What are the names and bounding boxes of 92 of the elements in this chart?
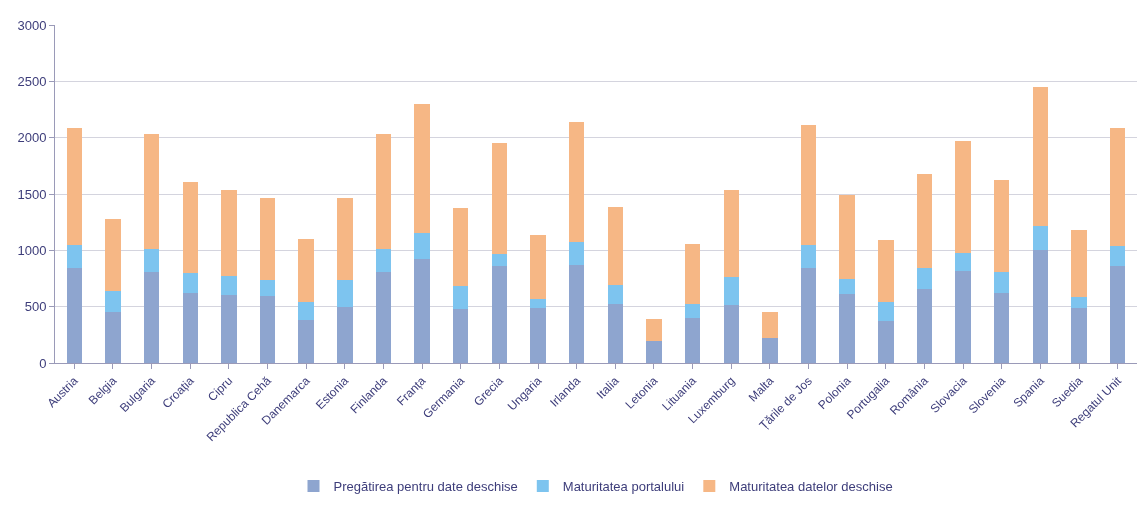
bar <box>723 190 739 277</box>
bar <box>143 134 160 249</box>
bar <box>182 181 198 273</box>
bar <box>66 127 83 246</box>
bar <box>1071 308 1087 363</box>
bar <box>414 103 430 234</box>
bar <box>916 173 933 269</box>
bar <box>414 233 430 260</box>
bar <box>839 279 855 294</box>
bar <box>491 266 508 363</box>
bar <box>182 272 198 294</box>
bar <box>1032 86 1049 226</box>
bar <box>414 259 430 363</box>
bar <box>259 295 276 363</box>
bar <box>955 252 971 271</box>
bar <box>143 248 160 272</box>
bar <box>1032 250 1049 363</box>
bar <box>337 280 353 307</box>
bar <box>105 219 121 291</box>
bar <box>530 298 546 309</box>
bar <box>298 320 314 363</box>
legend-label: Pregătirea pentru date deschise <box>333 479 518 495</box>
bar <box>1071 230 1087 298</box>
bar <box>916 288 933 363</box>
bar <box>916 268 933 289</box>
bar <box>105 312 121 363</box>
bar <box>1032 225 1049 251</box>
bar <box>878 320 894 363</box>
bar <box>143 271 160 363</box>
bar <box>800 244 817 268</box>
y-tick-label: 1500 <box>17 186 47 202</box>
bar <box>453 309 469 363</box>
bar <box>66 245 83 269</box>
bar <box>762 312 778 339</box>
bar <box>646 341 662 363</box>
y-tick-label: 0 <box>39 355 47 371</box>
bar <box>530 234 546 299</box>
bar <box>568 264 585 363</box>
bar <box>994 292 1010 363</box>
bar <box>337 197 353 281</box>
bar <box>800 267 817 363</box>
bar <box>453 285 469 310</box>
bar <box>994 272 1010 293</box>
bar <box>723 276 739 305</box>
bar <box>491 253 508 267</box>
bar <box>1109 266 1126 363</box>
bar <box>607 284 624 305</box>
bar <box>375 271 392 363</box>
bar <box>259 197 276 281</box>
y-tick-label: 2500 <box>17 73 47 89</box>
bar <box>182 293 198 363</box>
bar <box>723 304 739 363</box>
bar <box>375 134 392 249</box>
bar <box>221 190 237 277</box>
bar <box>568 121 585 243</box>
bar <box>259 280 276 296</box>
bar <box>568 242 585 265</box>
y-tick-label: 500 <box>24 299 47 315</box>
bar <box>684 244 701 304</box>
bar <box>955 141 971 253</box>
bar <box>607 206 624 285</box>
bar <box>800 125 817 245</box>
bar <box>684 317 701 363</box>
bar <box>105 290 121 313</box>
bar <box>878 302 894 321</box>
bar <box>375 248 392 272</box>
bar <box>337 306 353 363</box>
legend-label: Maturitatea datelor deschise <box>729 479 893 495</box>
y-tick-label: 1000 <box>17 242 47 258</box>
bar <box>221 295 237 363</box>
legend-label: Maturitatea portalului <box>562 479 685 495</box>
bar <box>1109 245 1126 267</box>
bar <box>878 240 894 303</box>
bar <box>530 308 546 363</box>
y-tick-label: 2000 <box>17 130 47 146</box>
bar <box>994 180 1010 273</box>
bar <box>839 293 855 363</box>
bar <box>453 208 469 286</box>
bar <box>1109 128 1126 246</box>
bar <box>646 318 662 342</box>
bar <box>955 270 971 363</box>
bar <box>298 301 314 321</box>
bar <box>491 143 508 254</box>
bar <box>684 303 701 318</box>
y-tick-label: 3000 <box>17 17 47 33</box>
bar <box>298 239 314 302</box>
bar <box>66 268 83 363</box>
bar <box>607 304 624 363</box>
bar <box>762 338 778 363</box>
bar <box>221 276 237 296</box>
bar <box>839 194 855 280</box>
bar <box>1071 297 1087 309</box>
